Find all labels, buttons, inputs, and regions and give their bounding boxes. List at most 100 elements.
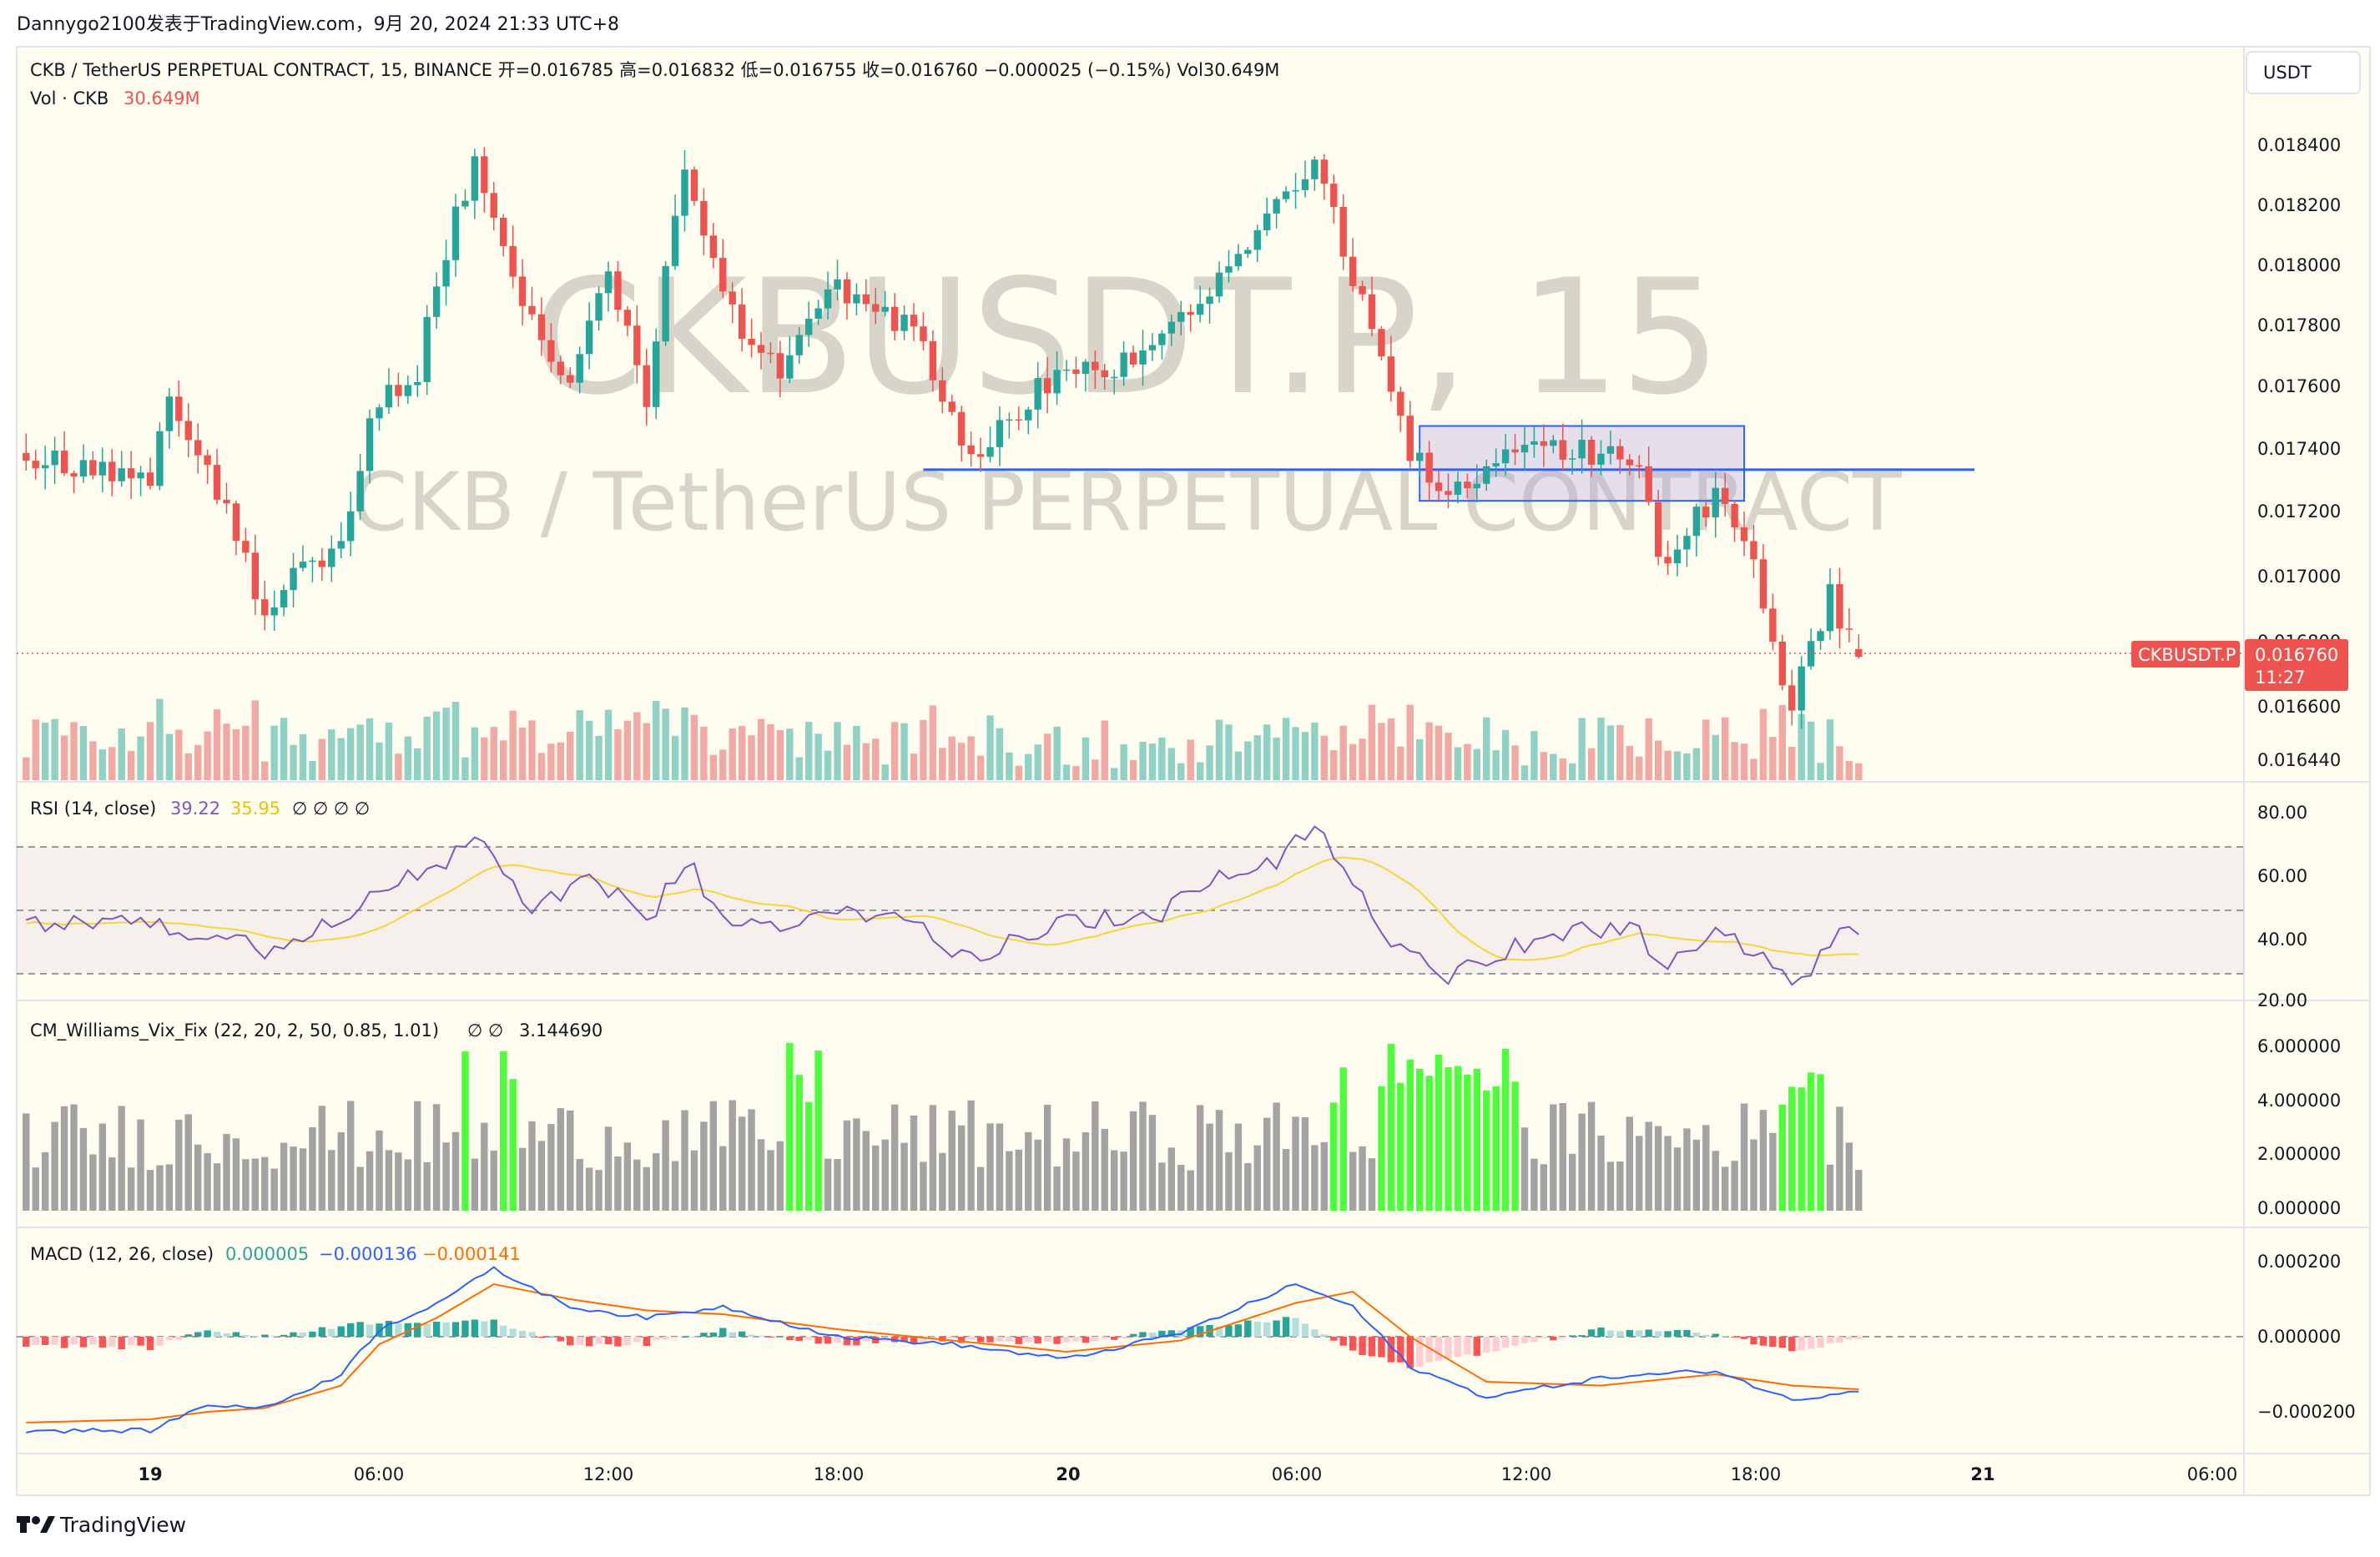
candle-body: [98, 461, 107, 476]
volume-bar: [1817, 763, 1824, 780]
macd-hist-bar: [814, 1337, 822, 1344]
macd-hist-bar: [509, 1328, 517, 1337]
candle-body: [900, 315, 908, 331]
vix-bar: [1473, 1068, 1481, 1211]
volume-bar: [451, 702, 460, 780]
volume-bar: [242, 725, 250, 780]
macd-hist-bar: [1006, 1337, 1013, 1342]
candle-body: [1062, 369, 1071, 371]
main-pane[interactable]: [17, 47, 2245, 781]
candle-body: [1712, 487, 1719, 518]
vix-bar: [595, 1170, 603, 1211]
volume-bar: [499, 740, 507, 780]
volume-bar: [1006, 752, 1013, 780]
volume-bar: [414, 748, 421, 780]
rsi-pane[interactable]: [17, 783, 2245, 1000]
macd-hist-bar: [967, 1337, 975, 1340]
macd-tick: 0.000200: [2257, 1252, 2341, 1272]
macd-plot: [17, 1266, 2245, 1434]
time-label: 12:00: [583, 1464, 634, 1484]
candle-body: [767, 352, 774, 355]
vix-bar: [1568, 1153, 1576, 1211]
volume-bar: [156, 698, 164, 780]
candle-body: [318, 560, 326, 567]
vix-bar: [1520, 1127, 1529, 1211]
symbol-legend[interactable]: CKB / TetherUS PERPETUAL CONTRACT, 15, B…: [30, 60, 1279, 80]
vix-bar: [509, 1079, 517, 1211]
volume-bar: [23, 757, 30, 780]
volume-bar: [804, 722, 813, 780]
volume-bar: [1836, 746, 1843, 780]
volume-bar: [137, 736, 144, 780]
price-tick: 0.018000: [2257, 255, 2341, 275]
candle-body: [1759, 559, 1767, 609]
volume-bar: [98, 749, 107, 780]
vix-bar: [1855, 1170, 1863, 1211]
macd-hist-bar: [1187, 1327, 1194, 1337]
macd-legend-label[interactable]: MACD (12, 26, close): [30, 1244, 214, 1264]
candle-body: [461, 200, 469, 207]
price-axis-area[interactable]: [2245, 47, 2370, 1495]
vix-bar: [652, 1153, 660, 1211]
candle-body: [471, 156, 479, 201]
macd-hist-bar: [70, 1337, 78, 1345]
candle-body: [633, 325, 641, 365]
time-label: 06:00: [354, 1464, 405, 1484]
candle-body: [729, 291, 736, 305]
vix-bar: [1597, 1135, 1605, 1211]
volume-bar: [1483, 717, 1490, 780]
volume-bar: [1473, 748, 1481, 780]
vix-bar: [700, 1121, 708, 1211]
vix-bar: [757, 1139, 765, 1211]
candle-body: [786, 355, 794, 379]
vix-legend-label[interactable]: CM_Williams_Vix_Fix (22, 20, 2, 50, 0.85…: [30, 1020, 439, 1041]
candle-body: [337, 541, 345, 549]
volume-bar: [1540, 752, 1548, 780]
currency-button[interactable]: [2246, 51, 2361, 94]
vix-bar: [1177, 1165, 1185, 1211]
macd-tick: −0.000200: [2257, 1402, 2356, 1422]
macd-hist-bar: [1769, 1337, 1777, 1348]
macd-hist-bar: [614, 1337, 622, 1347]
vix-bar: [1301, 1116, 1309, 1211]
vix-bar: [662, 1120, 669, 1211]
vix-bar: [1110, 1150, 1118, 1211]
macd-hist-bar: [1311, 1329, 1319, 1337]
vix-bar: [127, 1167, 135, 1211]
candle-body: [690, 169, 698, 201]
time-label: 20: [1056, 1464, 1080, 1484]
vix-bar: [671, 1161, 679, 1211]
vix-bar: [423, 1161, 431, 1211]
candle-body: [70, 473, 78, 477]
volume-bar: [1740, 743, 1748, 780]
volume-bar: [1692, 748, 1701, 780]
candle-body: [681, 169, 688, 216]
volume-bar: [1415, 739, 1424, 780]
volume-bar: [1636, 756, 1643, 780]
volume-bar: [719, 749, 727, 780]
volume-bar: [118, 728, 125, 780]
rsi-legend-label[interactable]: RSI (14, close): [30, 799, 156, 819]
time-axis-labels[interactable]: 19 06:00 12:00 18:00 20 06:00 12:00 18:0…: [138, 1464, 2237, 1484]
volume-legend-label[interactable]: Vol · CKB: [30, 88, 108, 108]
macd-hist-bar: [1530, 1337, 1538, 1343]
price-tick: 0.017800: [2257, 315, 2341, 335]
vix-bar: [1034, 1139, 1041, 1211]
candles[interactable]: [23, 147, 1863, 729]
macd-hist-bar: [518, 1330, 527, 1337]
vix-bar: [1292, 1116, 1299, 1211]
candle-body: [1378, 329, 1385, 357]
candle-body: [1817, 631, 1824, 642]
volume-bar: [175, 729, 183, 780]
candle-body: [51, 451, 58, 466]
rsi-legend-value: 39.22: [170, 799, 220, 819]
volume-bar: [251, 700, 260, 780]
vix-bar: [929, 1105, 937, 1211]
vix-bar: [1196, 1105, 1204, 1211]
volume-bar: [1234, 751, 1243, 780]
vix-bar: [232, 1138, 240, 1211]
vix-bar: [1445, 1067, 1452, 1211]
volume-bar: [366, 718, 374, 780]
candle-body: [1483, 466, 1490, 484]
